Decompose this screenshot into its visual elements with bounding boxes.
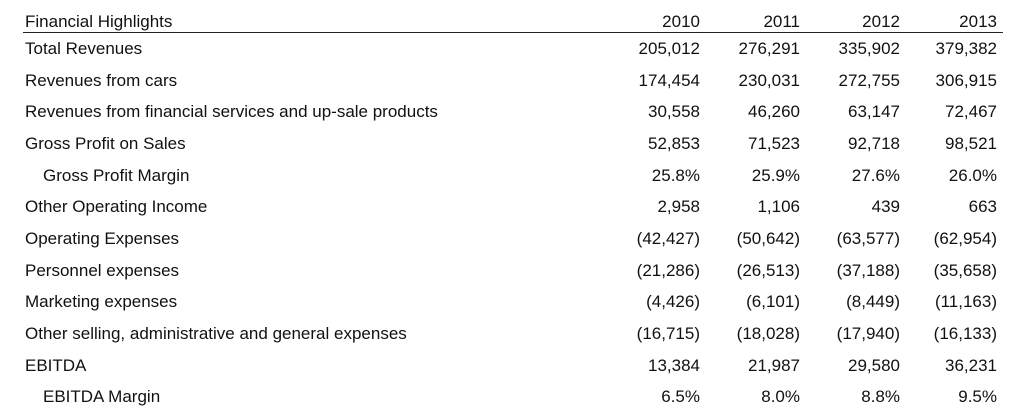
row-value: (8,449) xyxy=(846,292,900,312)
row-label: Total Revenues xyxy=(25,38,143,58)
row-value: 98,521 xyxy=(945,133,997,153)
table-body: Total Revenues 205,012 276,291 335,902 379,3… xyxy=(23,33,1003,414)
row-value: 9.5% xyxy=(958,387,997,407)
row-value: 21,987 xyxy=(748,355,800,375)
row-value: 52,853 xyxy=(648,133,700,153)
row-value: 29,580 xyxy=(848,355,900,375)
row-value: 8.0% xyxy=(761,387,800,407)
row-value: (42,427) xyxy=(636,228,700,248)
row-value: 36,231 xyxy=(945,355,997,375)
row-value: 663 xyxy=(968,197,997,217)
row-value: (63,577) xyxy=(836,228,900,248)
row-label: Other selling, administrative and genera… xyxy=(25,324,407,344)
row-label: Revenues from cars xyxy=(25,70,178,90)
row-value: (16,715) xyxy=(636,324,700,344)
table-row: Total Revenues 205,012 276,291 335,902 379,3… xyxy=(23,33,1003,65)
row-label: Marketing expenses xyxy=(25,292,178,312)
row-value: (18,028) xyxy=(736,324,800,344)
row-value: 272,755 xyxy=(838,70,900,90)
row-label: Operating Expenses xyxy=(25,228,180,248)
row-value: 379,382 xyxy=(935,38,997,58)
row-value: 439 xyxy=(871,197,900,217)
table-row: Marketing expenses (4,426) (6,101) (8,449) (… xyxy=(23,287,1003,319)
row-label: EBITDA xyxy=(25,355,87,375)
year-header: 2012 xyxy=(806,8,906,33)
row-value: (26,513) xyxy=(736,260,800,280)
row-value: 205,012 xyxy=(638,38,700,58)
row-label: Gross Profit Margin xyxy=(43,165,190,185)
row-value: (62,954) xyxy=(933,228,997,248)
row-value: 30,558 xyxy=(648,102,700,122)
row-value: (16,133) xyxy=(933,324,997,344)
row-label: Personnel expenses xyxy=(25,260,180,280)
row-value: 1,106 xyxy=(757,197,800,217)
table-row: Operating Expenses (42,427) (50,642) (63,57… xyxy=(23,223,1003,255)
row-value: 13,384 xyxy=(648,355,700,375)
table-row: EBITDA Margin 6.5% 8.0% 8.8% 9.5% xyxy=(23,382,1003,414)
table-row: Gross Profit Margin 25.8% 25.9% 27.6% 26.0% xyxy=(23,160,1003,192)
table-row: Revenues from cars 174,454 230,031 272,755 3… xyxy=(23,65,1003,97)
year-header: 2010 xyxy=(603,8,706,33)
row-value: (50,642) xyxy=(736,228,800,248)
row-value: 25.8% xyxy=(651,165,700,185)
table-title: Financial Highlights xyxy=(23,8,603,33)
row-value: (21,286) xyxy=(636,260,700,280)
row-value: 25.9% xyxy=(751,165,800,185)
row-label: EBITDA Margin xyxy=(43,387,161,407)
row-value: 174,454 xyxy=(638,70,700,90)
row-value: 72,467 xyxy=(945,102,997,122)
row-value: 8.8% xyxy=(861,387,900,407)
table-row: Other Operating Income 2,958 1,106 439 663 xyxy=(23,191,1003,223)
table-row: Other selling, administrative and genera… xyxy=(23,318,1003,350)
row-value: 230,031 xyxy=(738,70,800,90)
row-value: 63,147 xyxy=(848,102,900,122)
row-value: 306,915 xyxy=(935,70,997,90)
year-header: 2013 xyxy=(906,8,1003,33)
table-row: Personnel expenses (21,286) (26,513) (37,18… xyxy=(23,255,1003,287)
table-row: Revenues from financial services and up-… xyxy=(23,96,1003,128)
row-value: 46,260 xyxy=(748,102,800,122)
row-value: 6.5% xyxy=(661,387,700,407)
row-value: (6,101) xyxy=(746,292,800,312)
row-value: 26.0% xyxy=(948,165,997,185)
row-value: (17,940) xyxy=(836,324,900,344)
table-row: EBITDA 13,384 21,987 29,580 36,231 xyxy=(23,350,1003,382)
row-value: 335,902 xyxy=(838,38,900,58)
row-value: 92,718 xyxy=(848,133,900,153)
row-value: 2,958 xyxy=(657,197,700,217)
financial-highlights-table: Financial Highlights 2010 2011 2012 2013… xyxy=(23,8,1003,413)
year-header: 2011 xyxy=(706,8,806,33)
table-row: Gross Profit on Sales 52,853 71,523 92,718 9… xyxy=(23,128,1003,160)
row-value: (11,163) xyxy=(934,292,997,312)
row-value: (4,426) xyxy=(646,292,700,312)
row-label: Other Operating Income xyxy=(25,197,208,217)
table-header-row: Financial Highlights 2010 2011 2012 2013 xyxy=(23,8,1003,33)
row-value: 276,291 xyxy=(738,38,800,58)
row-value: 27.6% xyxy=(851,165,900,185)
row-label: Gross Profit on Sales xyxy=(25,133,186,153)
row-value: 71,523 xyxy=(748,133,800,153)
row-value: (37,188) xyxy=(836,260,900,280)
row-label: Revenues from financial services and up-… xyxy=(25,102,438,122)
row-value: (35,658) xyxy=(933,260,997,280)
